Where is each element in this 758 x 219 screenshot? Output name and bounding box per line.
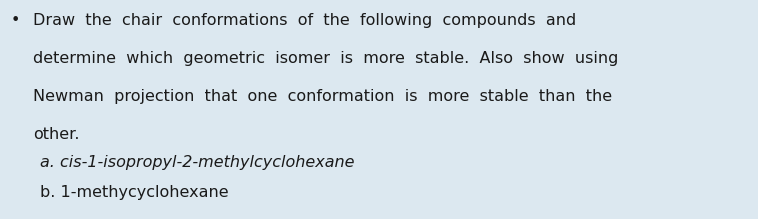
Text: b. 1-methycyclohexane: b. 1-methycyclohexane xyxy=(40,185,229,200)
Text: Draw  the  chair  conformations  of  the  following  compounds  and: Draw the chair conformations of the foll… xyxy=(33,13,576,28)
Text: •: • xyxy=(11,13,20,28)
Text: determine  which  geometric  isomer  is  more  stable.  Also  show  using: determine which geometric isomer is more… xyxy=(33,51,619,66)
Text: Newman  projection  that  one  conformation  is  more  stable  than  the: Newman projection that one conformation … xyxy=(33,89,612,104)
Text: a. cis-1-isopropyl-2-methylcyclohexane: a. cis-1-isopropyl-2-methylcyclohexane xyxy=(40,155,355,170)
Text: other.: other. xyxy=(33,127,80,142)
